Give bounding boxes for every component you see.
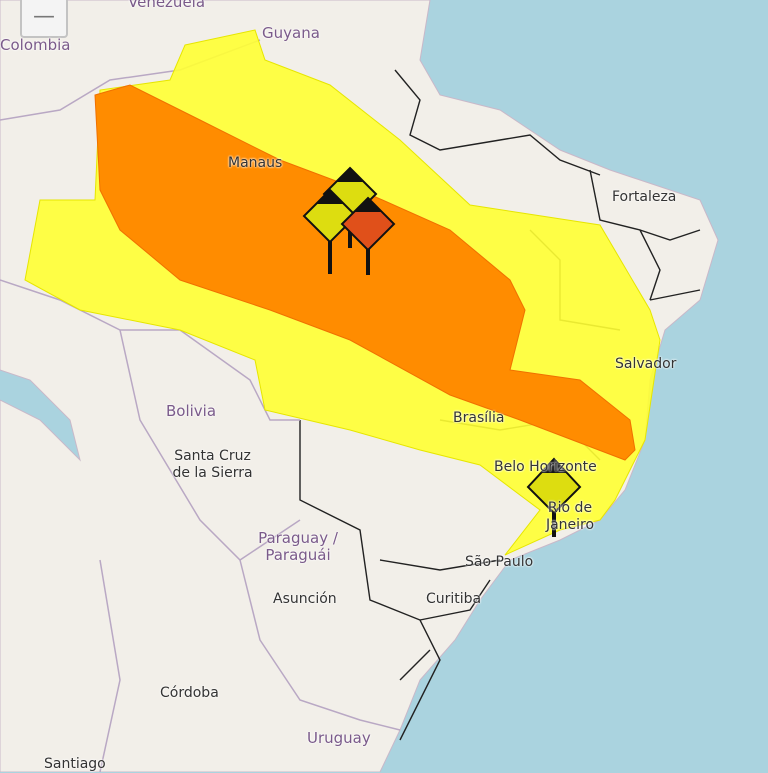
storm-warning-icon[interactable] [302, 188, 358, 274]
storm-warning-icon[interactable] [340, 196, 396, 275]
label-uruguay: Uruguay [307, 729, 371, 747]
warning-marker-group[interactable] [302, 166, 582, 537]
storm-warning-icon[interactable] [526, 457, 582, 537]
alert-zone-orange[interactable] [94, 84, 636, 461]
label-belo-horizonte: Belo Horizonte [494, 459, 597, 475]
label-guyana: Guyana [262, 24, 320, 42]
label-salvador: Salvador [615, 356, 677, 372]
label-fortaleza: Fortaleza [612, 189, 677, 205]
label-asuncion: Asunción [273, 591, 337, 607]
label-santiago: Santiago [44, 756, 106, 772]
label-manaus: Manaus [228, 155, 283, 171]
zoom-out-button[interactable]: — [20, 0, 68, 38]
label-santa-cruz: Santa Cruz de la Sierra [172, 448, 253, 481]
label-rio: Rio de Janeiro [545, 500, 595, 533]
label-colombia: Colombia [0, 36, 71, 54]
label-venezuela: Venezuela [128, 0, 206, 11]
label-paraguay: Paraguay / Paraguái [258, 529, 338, 564]
label-brasilia: Brasília [453, 410, 505, 426]
label-bolivia: Bolivia [166, 402, 217, 420]
label-curitiba: Curitiba [426, 591, 482, 607]
label-cordoba: Córdoba [160, 685, 219, 701]
label-sao-paulo: São Paulo [465, 554, 534, 570]
